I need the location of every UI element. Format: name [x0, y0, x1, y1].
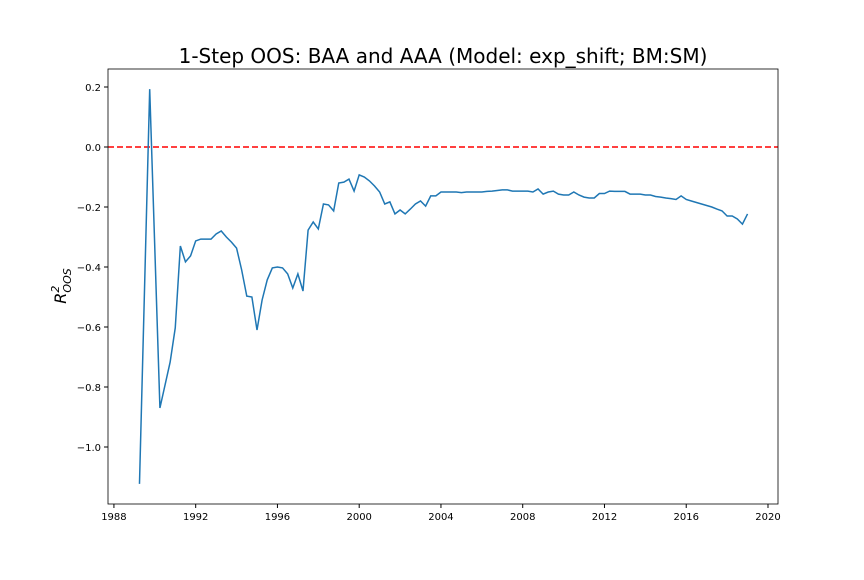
y-tick-label: −0.2 — [77, 203, 101, 214]
x-tick-label: 2020 — [755, 512, 780, 523]
y-tick-label: −0.8 — [77, 383, 101, 394]
y-label-sup: 2 — [49, 286, 62, 293]
y-tick-label: 0.2 — [85, 83, 101, 94]
y-tick-label: −0.6 — [77, 323, 101, 334]
x-tick-label: 2016 — [674, 512, 699, 523]
x-tick-label: 2012 — [592, 512, 617, 523]
x-tick-label: 1996 — [265, 512, 290, 523]
y-label-base: R — [51, 293, 70, 304]
y-label-sub: OOS — [61, 268, 74, 292]
x-tick-label: 2000 — [346, 512, 371, 523]
x-tick-label: 2004 — [428, 512, 453, 523]
data-line — [138, 89, 749, 484]
x-tick-label: 2008 — [510, 512, 535, 523]
plot-frame — [107, 68, 779, 505]
y-tick-label: 0.0 — [85, 143, 101, 154]
x-tick-label: 1992 — [183, 512, 208, 523]
y-tick-label: −0.4 — [77, 263, 101, 274]
y-axis-label: R2OOS — [49, 268, 74, 303]
y-tick-label: −1.0 — [77, 443, 101, 454]
x-tick-label: 1988 — [101, 512, 126, 523]
chart-title: 1-Step OOS: BAA and AAA (Model: exp_shif… — [179, 44, 708, 68]
